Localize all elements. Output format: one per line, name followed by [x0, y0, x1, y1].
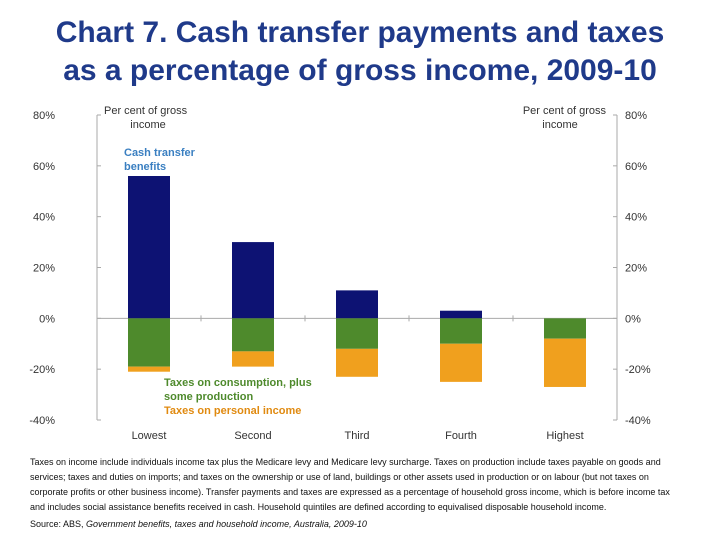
legend-transfers: Cash transfer: [124, 147, 196, 159]
y-tick-label-left: 80%: [33, 110, 55, 122]
y-tick-label-left: 0%: [39, 313, 55, 325]
y-axis-title-left: income: [130, 119, 165, 131]
bar-taxes-on-consumption-plus-some-production-lowest: [128, 318, 170, 367]
legend-consumption: Taxes on consumption, plus: [164, 377, 312, 389]
bar-taxes-on-personal-income-fourth: [440, 343, 482, 382]
chart-title: Chart 7. Cash transfer payments and taxe…: [20, 14, 700, 90]
bar-taxes-on-consumption-plus-some-production-fourth: [440, 318, 482, 344]
y-tick-label-left: 60%: [33, 161, 55, 173]
y-tick-label-left: 20%: [33, 263, 55, 275]
legend-transfers: benefits: [124, 161, 166, 173]
y-tick-label-right: 80%: [625, 110, 647, 122]
category-label: Lowest: [132, 430, 167, 442]
y-tick-label-right: 0%: [625, 313, 641, 325]
bar-cash-transfer-benefits-third: [336, 290, 378, 319]
bar-taxes-on-personal-income-lowest: [128, 366, 170, 372]
bar-taxes-on-consumption-plus-some-production-highest: [544, 318, 586, 339]
y-tick-label-right: 20%: [625, 263, 647, 275]
chart-bars: [96, 176, 586, 387]
y-tick-label-left: -20%: [29, 364, 55, 376]
y-tick-label-right: 40%: [625, 212, 647, 224]
category-label: Fourth: [445, 430, 477, 442]
category-label: Second: [234, 430, 271, 442]
axis-titles: Per cent of gross income Per cent of gross…: [104, 105, 606, 131]
y-axis-title-left: Per cent of gross: [104, 105, 188, 117]
bar-taxes-on-consumption-plus-some-production-second: [232, 318, 274, 352]
y-tick-label-right: 60%: [625, 161, 647, 173]
y-tick-label-left: 40%: [33, 212, 55, 224]
bar-cash-transfer-benefits-fourth: [440, 310, 482, 319]
y-axis-title-right: income: [542, 119, 577, 131]
y-tick-label-right: -40%: [625, 415, 651, 427]
chart-title-line-1: Chart 7. Cash transfer payments and taxe…: [55, 16, 665, 49]
bar-cash-transfer-benefits-lowest: [128, 176, 170, 319]
y-axis-title-right: Per cent of gross: [523, 105, 607, 117]
bar-taxes-on-consumption-plus-some-production-third: [336, 318, 378, 349]
axis-ticks: -40% -40% -20% -20% 0% 0% 20% 20% 40% 40% 60% 60% 80…: [29, 110, 651, 427]
bar-cash-transfer-benefits-second: [232, 242, 274, 319]
category-label: Third: [344, 430, 369, 442]
legend-income-tax: Taxes on personal income: [164, 405, 301, 417]
category-label: Highest: [546, 430, 583, 442]
y-tick-label-left: -40%: [29, 415, 55, 427]
chart-title-line-2: as a percentage of gross income, 2009-10: [63, 54, 657, 87]
stacked-bar-chart: -40% -40% -20% -20% 0% 0% 20% 20% 40% 40% 60% 60% 80…: [29, 105, 651, 442]
source-prefix: Source: ABS,: [30, 519, 87, 529]
chart-legend: Cash transfer benefits Taxes on consumptio…: [124, 147, 312, 417]
bar-taxes-on-personal-income-second: [232, 351, 274, 367]
legend-consumption: some production: [164, 391, 254, 403]
chart-note: Taxes on income include individuals inco…: [30, 457, 670, 512]
bar-taxes-on-personal-income-highest: [544, 338, 586, 387]
bar-taxes-on-personal-income-third: [336, 348, 378, 377]
y-tick-label-right: -20%: [625, 364, 651, 376]
category-labels: Lowest Second Third Fourth Highest: [132, 430, 584, 442]
source-line: Source: ABS, Government benefits, taxes …: [30, 517, 680, 532]
source-title: Government benefits, taxes and household…: [86, 519, 367, 529]
